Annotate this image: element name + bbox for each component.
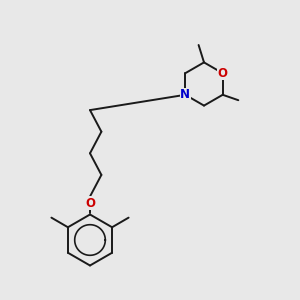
Text: O: O [85, 196, 95, 210]
Text: N: N [180, 88, 190, 101]
Text: O: O [218, 67, 228, 80]
